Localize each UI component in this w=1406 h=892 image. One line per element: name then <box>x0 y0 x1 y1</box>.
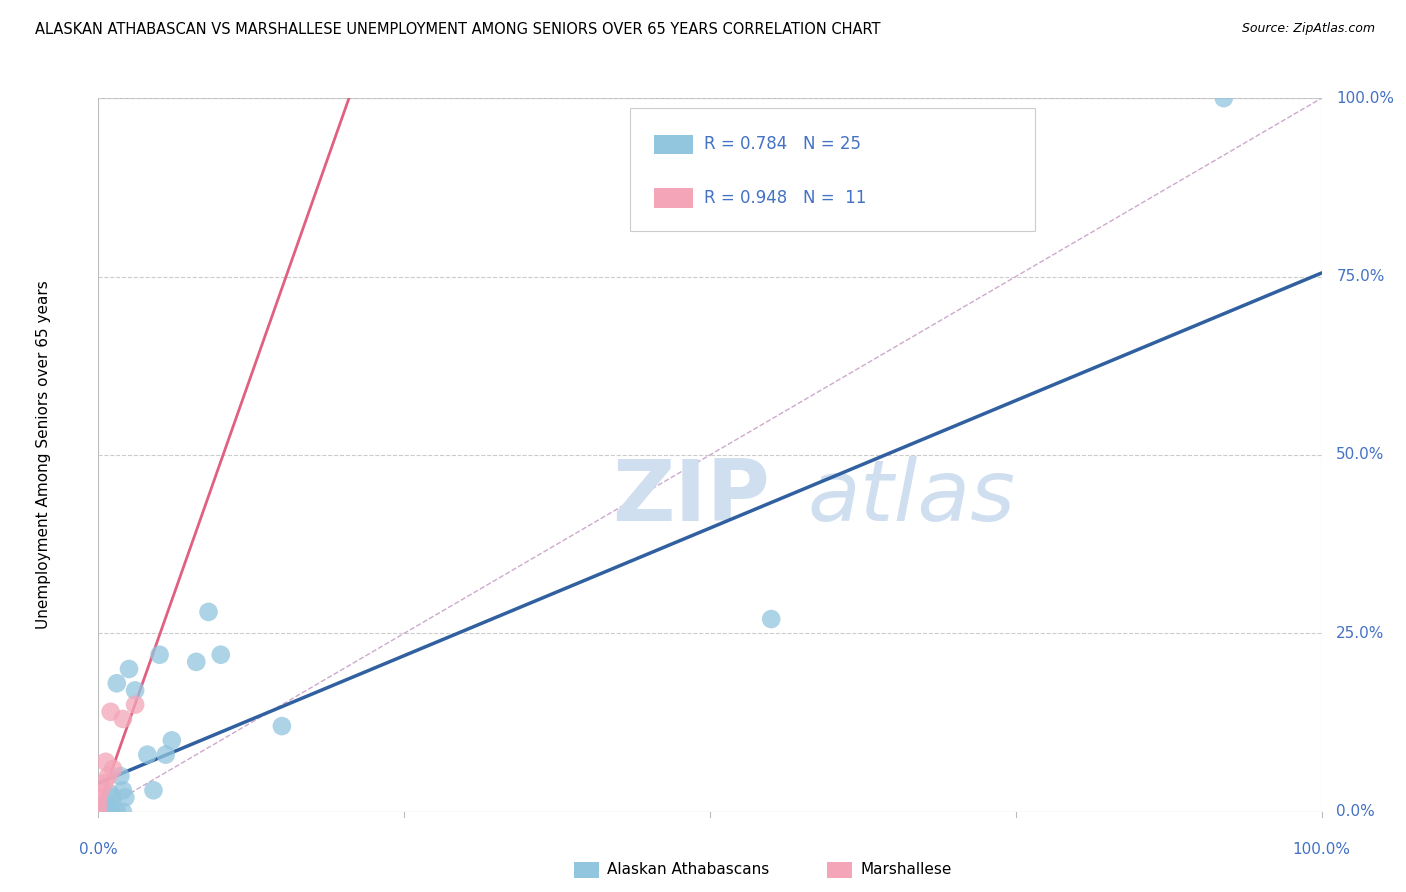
Point <box>101 762 124 776</box>
Point <box>110 769 132 783</box>
Point <box>136 747 159 762</box>
Text: 25.0%: 25.0% <box>1336 626 1385 640</box>
Text: 75.0%: 75.0% <box>1336 269 1385 284</box>
Point <box>93 805 115 819</box>
Text: Alaskan Athabascans: Alaskan Athabascans <box>607 863 769 877</box>
Text: ALASKAN ATHABASCAN VS MARSHALLESE UNEMPLOYMENT AMONG SENIORS OVER 65 YEARS CORRE: ALASKAN ATHABASCAN VS MARSHALLESE UNEMPL… <box>35 22 880 37</box>
Point <box>209 648 232 662</box>
Point <box>149 648 172 662</box>
Point <box>97 769 120 783</box>
Point <box>160 733 183 747</box>
Point <box>87 805 110 819</box>
Point <box>124 698 146 712</box>
Point <box>94 755 117 769</box>
Text: R = 0.948   N =  11: R = 0.948 N = 11 <box>704 189 866 207</box>
Text: R = 0.784   N = 25: R = 0.784 N = 25 <box>704 136 860 153</box>
Text: Source: ZipAtlas.com: Source: ZipAtlas.com <box>1241 22 1375 36</box>
Point <box>155 747 177 762</box>
Text: Unemployment Among Seniors over 65 years: Unemployment Among Seniors over 65 years <box>37 281 51 629</box>
Text: 0.0%: 0.0% <box>79 842 118 856</box>
Point <box>186 655 208 669</box>
Text: ZIP: ZIP <box>612 456 770 540</box>
Text: Marshallese: Marshallese <box>860 863 952 877</box>
Point <box>761 612 783 626</box>
Point <box>118 662 141 676</box>
Text: 0.0%: 0.0% <box>1336 805 1375 819</box>
Point <box>142 783 165 797</box>
Point <box>1212 91 1234 105</box>
Point <box>87 805 110 819</box>
Text: 100.0%: 100.0% <box>1336 91 1395 105</box>
Point <box>101 790 124 805</box>
Point <box>197 605 219 619</box>
Point <box>105 676 128 690</box>
Point <box>124 683 146 698</box>
Text: 50.0%: 50.0% <box>1336 448 1385 462</box>
Point <box>111 783 134 797</box>
Point <box>87 790 110 805</box>
Point <box>270 719 294 733</box>
Point <box>90 783 112 797</box>
Point <box>114 790 136 805</box>
Point <box>100 805 122 819</box>
Point <box>97 797 120 812</box>
Point <box>100 787 122 801</box>
Point <box>87 797 110 812</box>
Point <box>93 776 115 790</box>
Text: atlas: atlas <box>808 456 1017 540</box>
Point <box>111 805 134 819</box>
Point <box>100 705 122 719</box>
Point <box>111 712 134 726</box>
Text: 100.0%: 100.0% <box>1292 842 1351 856</box>
Point <box>105 805 128 819</box>
